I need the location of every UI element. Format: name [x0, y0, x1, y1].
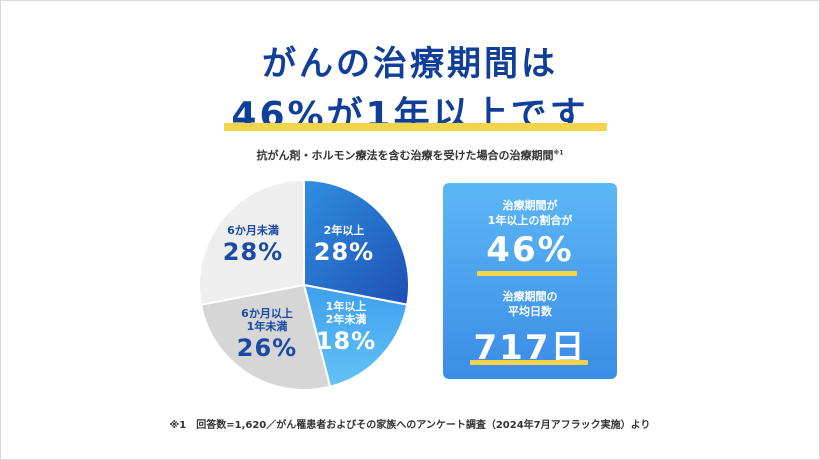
slice-percent: 28%	[222, 238, 284, 267]
slice-category: 6か月未満	[227, 224, 279, 237]
slice-percent: 18%	[315, 327, 377, 356]
chart-title-note: ※1	[553, 149, 564, 157]
chart-title-text: 抗がん剤・ホルモン療法を含む治療を受けた場合の治療期間	[256, 149, 554, 162]
stat-share-label: 治療期間が 1年以上の割合が	[487, 199, 573, 227]
pie-slice-1y-2y	[302, 283, 409, 388]
pie-slice-6m-1y	[199, 283, 332, 391]
slice-label-1y-2y: 1年以上 2年未満 18%	[306, 300, 386, 356]
stat-average-label: 治療期間の 平均日数	[502, 290, 558, 318]
slice-label-under-6m: 6か月未満 28%	[208, 224, 298, 267]
pie-slice-under-6m	[198, 178, 305, 306]
footnote: ※1 回答数=1,620／がん罹患者およびその家族へのアンケート調査（2024年…	[169, 420, 651, 431]
slice-percent: 26%	[236, 334, 298, 363]
stat-share-value: 46%	[486, 230, 574, 270]
chart-title: 抗がん剤・ホルモン療法を含む治療を受けた場合の治療期間※1	[0, 147, 820, 163]
slice-category: 6か月以上 1年未満	[241, 307, 293, 334]
slice-category: 1年以上 2年未満	[325, 300, 367, 327]
slice-label-2y-plus: 2年以上 28%	[304, 224, 384, 267]
slice-category: 2年以上	[323, 224, 365, 237]
headline-line-1: がんの治療期間は	[262, 44, 558, 84]
summary-panel	[443, 183, 617, 379]
pie-slice-2y-plus	[303, 178, 410, 306]
slice-label-6m-1y: 6か月以上 1年未満 26%	[222, 307, 312, 363]
headline-highlight-bar	[224, 123, 607, 131]
stat-share-underline	[477, 271, 577, 276]
stat-average-underline	[470, 360, 588, 365]
slice-percent: 28%	[313, 238, 375, 267]
